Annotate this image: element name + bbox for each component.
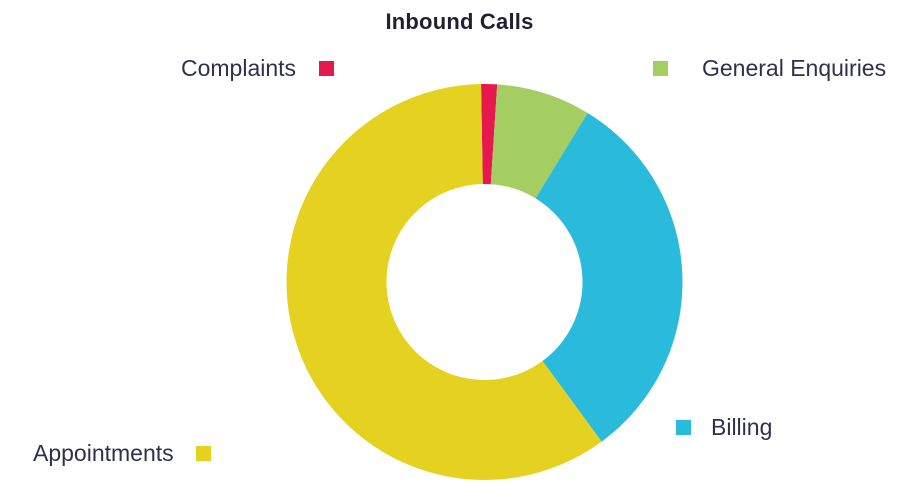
legend-marker-billing-icon: [676, 419, 691, 435]
legend-item-billing: Billing: [676, 411, 772, 443]
legend-item-general-enquiries: General Enquiries: [653, 52, 886, 84]
donut-segment-billing: [535, 113, 683, 442]
donut-segment-complaints: [481, 84, 498, 185]
legend-label-appointments: Appointments: [33, 440, 174, 466]
legend-label-complaints: Complaints: [181, 55, 297, 81]
legend-item-complaints: Complaints: [181, 52, 335, 84]
donut-segment-general-enquiries: [490, 84, 588, 199]
legend-label-billing: Billing: [711, 414, 773, 440]
legend-marker-complaints-icon: [319, 60, 335, 76]
donut-segment-appointments: [286, 84, 602, 480]
chart-title: Inbound Calls: [385, 9, 534, 34]
legend-item-appointments: Appointments: [33, 437, 211, 469]
legend-marker-appointments-icon: [195, 445, 211, 461]
legend-label-general-enquiries: General Enquiries: [702, 55, 887, 81]
legend-marker-general-enquiries-icon: [653, 60, 668, 76]
